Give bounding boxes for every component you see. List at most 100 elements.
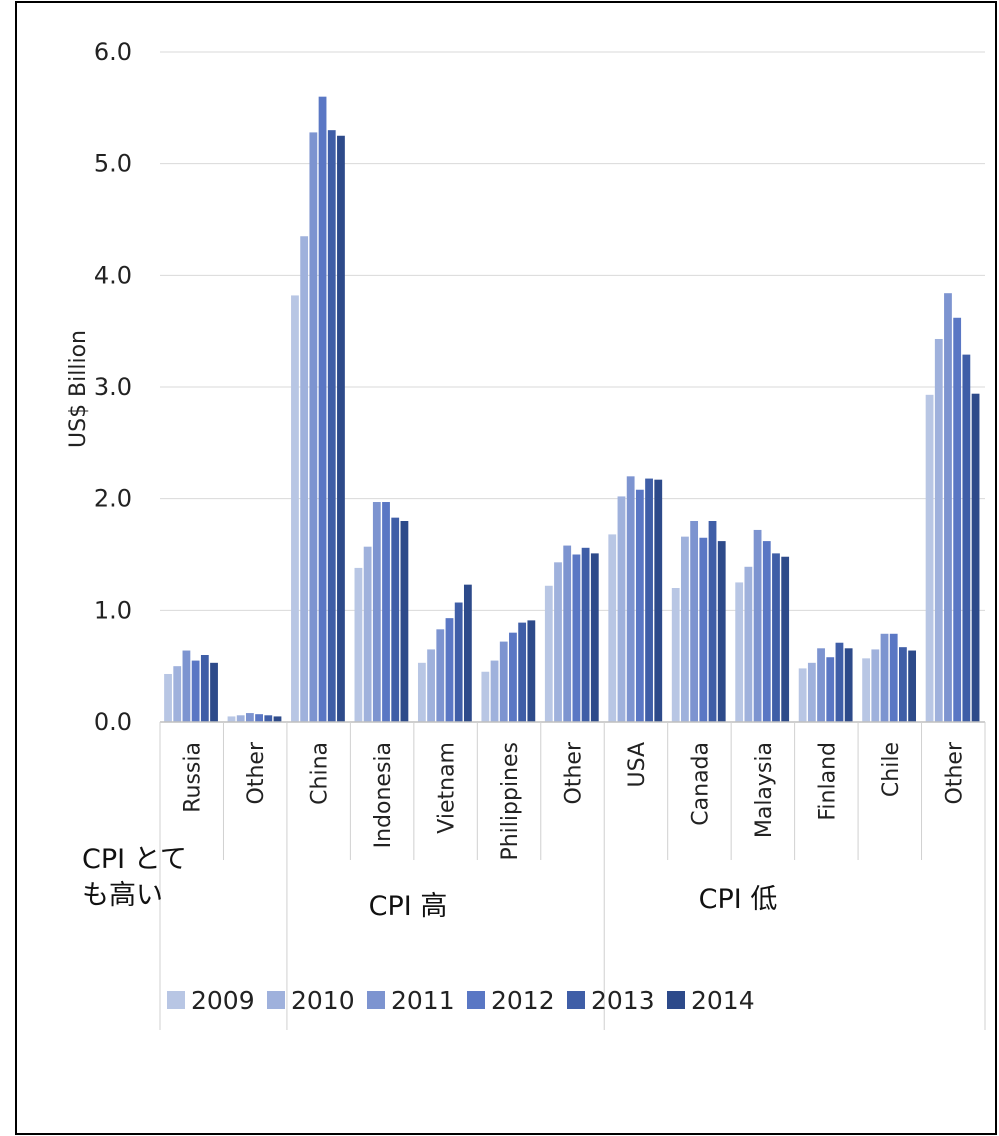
legend-label: 2013 — [591, 986, 655, 1015]
legend-label: 2014 — [691, 986, 755, 1015]
bar-philippines-2010 — [490, 660, 499, 722]
legend-swatch — [467, 991, 485, 1009]
category-label: Other — [244, 741, 269, 804]
category-label: China — [308, 742, 333, 805]
bar-indonesia-2012 — [382, 502, 390, 722]
bar-russia-2009 — [164, 673, 172, 722]
bar-china-2014 — [337, 135, 345, 722]
bar-canada-2011 — [690, 521, 699, 722]
bar-other-2009 — [925, 394, 934, 722]
bar-malaysia-2010 — [744, 566, 753, 722]
bar-chile-2013 — [899, 647, 907, 722]
bar-other-2009 — [544, 585, 553, 722]
legend: 2009 2010 2011 2012 2013 2014 — [167, 986, 755, 1015]
bar-philippines-2012 — [509, 632, 517, 722]
bar-china-2009 — [291, 295, 299, 722]
legend-swatch — [667, 991, 685, 1009]
y-axis-label: US$ Billion — [66, 330, 91, 448]
legend-swatch — [267, 991, 285, 1009]
bar-canada-2014 — [717, 541, 726, 722]
bar-chile-2011 — [880, 633, 889, 722]
group-label: CPI 高 — [369, 891, 448, 922]
bar-chile-2010 — [871, 649, 880, 722]
bar-other-2013 — [264, 715, 273, 722]
bar-china-2010 — [300, 236, 309, 722]
bar-malaysia-2009 — [735, 582, 744, 722]
bar-vietnam-2012 — [445, 618, 454, 722]
bar-china-2012 — [318, 96, 327, 723]
bar-other-2009 — [227, 716, 236, 722]
bar-chile-2012 — [889, 633, 898, 722]
bar-other-2014 — [273, 716, 282, 722]
y-tick-labels: 0.0 1.0 2.0 3.0 4.0 5.0 6.0 — [94, 38, 132, 736]
bar-indonesia-2013 — [391, 517, 400, 722]
bar-usa-2012 — [635, 489, 644, 722]
category-label: Other — [942, 741, 967, 804]
bar-malaysia-2014 — [781, 556, 790, 722]
bar-other-2010 — [554, 562, 562, 722]
group-label: CPI 低 — [699, 884, 778, 915]
bar-chile-2014 — [908, 650, 917, 722]
category-label: USA — [625, 742, 650, 788]
bar-other-2010 — [934, 338, 943, 722]
bar-canada-2013 — [708, 521, 717, 722]
group-labels: CPI とても高い CPI 高 CPI 低 — [82, 844, 777, 922]
legend-label: 2012 — [491, 986, 555, 1015]
legend-swatch — [567, 991, 585, 1009]
gridlines — [160, 51, 985, 611]
bar-malaysia-2012 — [762, 541, 771, 722]
y-tick-label: 5.0 — [94, 150, 132, 178]
bar-indonesia-2014 — [400, 521, 409, 722]
group-label: CPI とても高い — [82, 844, 187, 911]
category-label: Vietnam — [435, 742, 460, 834]
y-tick-label: 3.0 — [94, 373, 132, 401]
bar-other-2013 — [581, 547, 590, 722]
bar-russia-2010 — [173, 666, 182, 722]
bar-usa-2011 — [626, 476, 635, 722]
bar-canada-2012 — [699, 537, 708, 722]
y-tick-label: 0.0 — [94, 708, 132, 736]
category-label: Finland — [815, 742, 840, 821]
bar-finland-2012 — [826, 657, 835, 722]
bar-china-2013 — [327, 130, 336, 723]
bar-other-2012 — [255, 714, 263, 722]
bar-indonesia-2011 — [372, 502, 381, 722]
bar-vietnam-2014 — [463, 584, 472, 722]
bar-vietnam-2011 — [436, 629, 445, 722]
bar-russia-2011 — [182, 650, 191, 722]
bar-finland-2013 — [835, 642, 844, 722]
bar-philippines-2009 — [481, 671, 490, 722]
bar-vietnam-2010 — [427, 649, 435, 722]
chart-frame — [15, 1, 997, 1135]
bar-russia-2012 — [191, 660, 200, 722]
bar-philippines-2011 — [499, 641, 508, 722]
category-label: Philippines — [498, 742, 523, 861]
bar-russia-2014 — [210, 662, 218, 722]
bar-malaysia-2011 — [753, 529, 762, 722]
category-label: Indonesia — [371, 742, 396, 848]
bar-vietnam-2013 — [454, 602, 463, 722]
y-tick-label: 4.0 — [94, 261, 132, 289]
bar-vietnam-2009 — [417, 662, 426, 722]
category-label: Russia — [181, 742, 206, 813]
bars — [164, 96, 980, 723]
legend-label: 2009 — [191, 986, 255, 1015]
bar-usa-2013 — [645, 478, 653, 722]
bar-canada-2009 — [671, 588, 680, 722]
bar-china-2011 — [309, 132, 318, 722]
category-labels: Russia Other China Indonesia Vietnam Philippi… — [181, 741, 968, 860]
bar-other-2014 — [971, 393, 980, 722]
bar-chile-2009 — [862, 658, 871, 722]
bar-finland-2009 — [798, 668, 807, 722]
bar-usa-2009 — [608, 534, 617, 722]
category-label: Chile — [879, 742, 904, 797]
bar-philippines-2013 — [518, 622, 527, 722]
bar-other-2012 — [572, 554, 581, 722]
legend-label: 2011 — [391, 986, 455, 1015]
bar-finland-2011 — [817, 648, 825, 722]
y-tick-label: 1.0 — [94, 596, 132, 624]
bar-indonesia-2009 — [354, 567, 363, 722]
category-label: Other — [562, 741, 587, 804]
bar-other-2013 — [962, 354, 971, 722]
